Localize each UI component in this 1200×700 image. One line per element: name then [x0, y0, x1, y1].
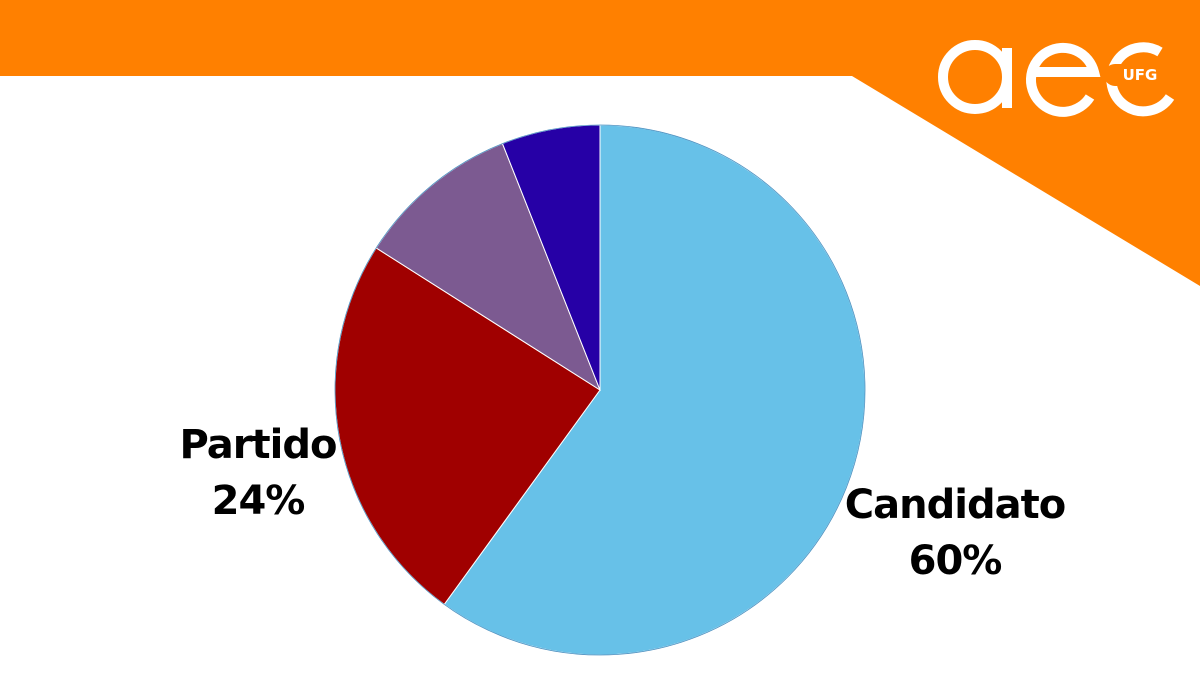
orange-banner-shape — [0, 0, 1200, 286]
pie-percent-label-1: 24% — [212, 478, 305, 524]
logo-letter-a-stem — [1002, 48, 1012, 108]
logo-ufg-badge — [1104, 64, 1176, 86]
pie-percent-label-0: 60% — [909, 538, 1002, 584]
logo-letter-o-ring — [1106, 42, 1175, 117]
logo-letter-e — [1025, 42, 1101, 117]
logo-ufg-text: UFG — [1123, 66, 1158, 84]
pie-labels: Candidato 60% Partido 24% — [180, 422, 1067, 584]
pie-outline — [334, 124, 866, 656]
pie-label-1: Partido — [180, 422, 337, 468]
aeo-ufg-logo: UFG — [938, 40, 1176, 117]
pie-slices — [334, 124, 866, 656]
pie-label-0: Candidato — [845, 482, 1065, 528]
